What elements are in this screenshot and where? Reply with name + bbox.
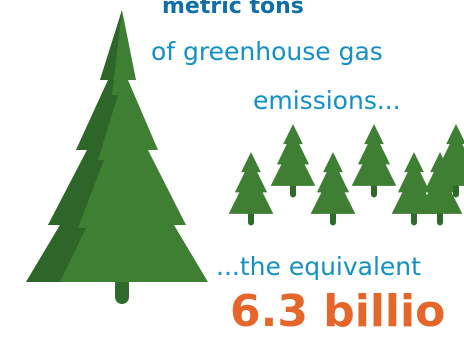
greenhouse-gas-label: of greenhouse gas <box>151 37 383 66</box>
small-pine-tree-icon <box>310 152 356 226</box>
small-pine-tree-icon <box>351 124 397 198</box>
small-pine-tree-icon <box>391 152 437 226</box>
small-pine-tree-icon <box>228 152 274 226</box>
big-tree-icon <box>26 10 208 304</box>
equivalent-label: ...the equivalent <box>216 252 421 281</box>
metric-tons-label: metric tons <box>162 0 304 19</box>
small-trees-group <box>228 124 464 226</box>
billion-figure: 6.3 billio <box>230 286 446 337</box>
small-pine-tree-icon <box>433 124 464 198</box>
small-pine-tree-icon <box>270 124 316 198</box>
emissions-label: emissions... <box>253 86 401 115</box>
